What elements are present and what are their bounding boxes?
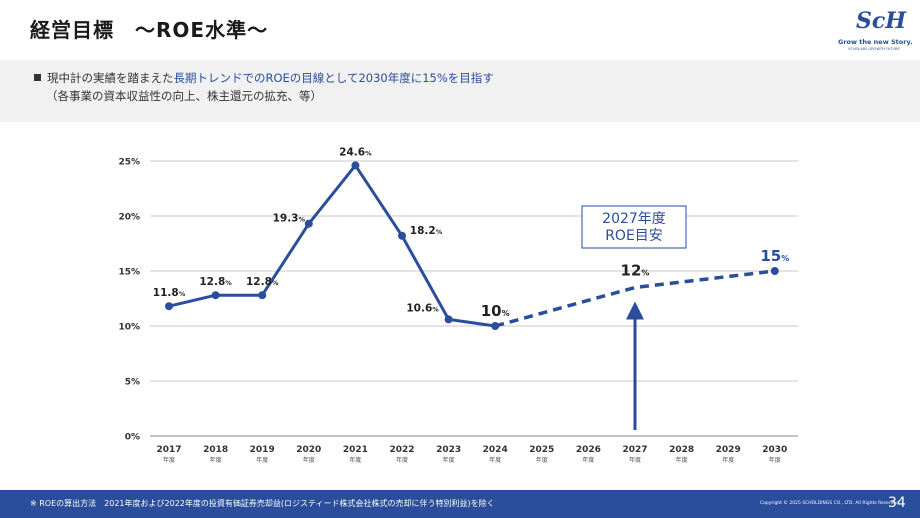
x-tick-sublabel: 年度 (349, 456, 361, 464)
logo-mark: ScH (856, 8, 907, 34)
logo-tagline: Grow the new Story. (838, 38, 913, 46)
x-tick-label: 2023 (436, 445, 461, 455)
y-tick-label: 0% (125, 433, 140, 443)
x-tick-sublabel: 年度 (489, 456, 501, 464)
x-tick-label: 2017 (156, 445, 181, 455)
x-tick-label: 2021 (343, 445, 368, 455)
forecast-line (494, 269, 776, 328)
x-tick-label: 2028 (669, 445, 694, 455)
x-tick-label: 2030 (762, 445, 787, 455)
annotation-arrow-head (626, 301, 644, 320)
summary-band (0, 60, 920, 122)
x-tick-sublabel: 年度 (396, 456, 408, 464)
x-tick-sublabel: 年度 (629, 456, 641, 464)
chart-gridlines (150, 160, 798, 437)
y-tick-label: 10% (118, 323, 140, 333)
x-tick-sublabel: 年度 (676, 456, 688, 464)
summary-bullet: 現中計の実績を踏まえた長期トレンドでのROEの目線として2030年度に15%を目… (34, 70, 494, 86)
x-tick-label: 2024 (483, 445, 508, 455)
slide-footer: ※ ROEの算出方法 2021年度および2022年度の投資有価証券売却益(ロジス… (0, 490, 920, 518)
footer-note: ※ ROEの算出方法 2021年度および2022年度の投資有価証券売却益(ロジス… (30, 499, 495, 508)
data-label: 12.8% (246, 276, 279, 288)
summary-subtext: （各事業の資本収益性の向上、株主還元の拡充、等） (46, 89, 322, 103)
data-point (258, 291, 267, 300)
x-tick-sublabel: 年度 (443, 456, 455, 464)
copyright-text: Copyright © 2025 SCHOLDINGS CO., LTD. Al… (760, 501, 901, 506)
data-point (211, 291, 220, 300)
data-point (304, 219, 313, 228)
data-label: 11.8% (153, 287, 186, 299)
data-labels: 11.8% 12.8% 12.8% 19.3% 24.6% 18.2% 10.6% 10% 12… (153, 146, 789, 320)
x-tick-sublabel: 年度 (256, 456, 268, 464)
data-label: 18.2% (410, 225, 443, 237)
data-point (351, 161, 360, 170)
x-tick-sublabel: 年度 (769, 456, 781, 464)
annotation-text: 2027年度 (602, 211, 666, 227)
data-point (491, 322, 500, 330)
bullet-square-icon (34, 74, 41, 81)
slide-header: 経営目標 ～ROE水準～ ScH Grow the new Story. SCH… (0, 0, 920, 60)
actual-line (168, 163, 496, 328)
page-number: 34 (888, 495, 906, 511)
x-axis-ticks: 2017年度2018年度2019年度2020年度2021年度2022年度2023… (156, 445, 787, 464)
data-label: 12% (621, 262, 650, 280)
annotation-arrow-shaft (633, 317, 637, 430)
data-label: 10.6% (406, 302, 439, 314)
x-tick-label: 2026 (576, 445, 601, 455)
bullet-highlight-text: 長期トレンドでのROEの目線として2030年度に15%を目指す (173, 71, 494, 85)
data-point (444, 315, 453, 324)
x-tick-label: 2018 (203, 445, 228, 455)
logo-subline: SCHOLARS GROWTH FUTURE (848, 47, 900, 51)
annotation-text: ROE目安 (605, 228, 663, 244)
x-tick-sublabel: 年度 (722, 456, 734, 464)
x-tick-sublabel: 年度 (582, 456, 594, 464)
company-logo: ScH Grow the new Story. SCHOLARS GROWTH … (838, 8, 913, 56)
x-tick-sublabel: 年度 (163, 456, 175, 464)
x-tick-label: 2029 (716, 445, 741, 455)
data-point (770, 267, 779, 275)
x-tick-label: 2019 (250, 445, 275, 455)
bullet-lead-text: 現中計の実績を踏まえた (47, 71, 174, 85)
data-label: 10% (481, 302, 510, 320)
y-tick-label: 15% (118, 268, 140, 278)
data-label: 12.8% (199, 276, 232, 288)
chart-series (165, 161, 779, 330)
annotation-box (581, 205, 687, 249)
data-label: 15% (760, 247, 789, 265)
y-tick-label: 5% (125, 378, 140, 388)
x-tick-sublabel: 年度 (210, 456, 222, 464)
x-tick-label: 2027 (622, 445, 647, 455)
page-title: 経営目標 ～ROE水準～ (30, 18, 269, 42)
y-axis-ticks: 0% 5% 10% 15% 20% 25% (118, 158, 140, 443)
x-tick-sublabel: 年度 (536, 456, 548, 464)
roe-line-chart: 0%5%10%15%20%25% 2017年度2018年度2019年度2020年… (118, 146, 798, 464)
data-label: 19.3% (273, 213, 306, 225)
data-point (398, 231, 406, 240)
data-point (165, 302, 173, 311)
y-tick-label: 25% (118, 158, 140, 168)
y-tick-label: 20% (118, 213, 140, 223)
x-tick-label: 2025 (529, 445, 554, 455)
x-tick-label: 2022 (389, 445, 414, 455)
x-tick-label: 2020 (296, 445, 321, 455)
data-label: 24.6% (339, 146, 372, 158)
x-tick-sublabel: 年度 (303, 456, 315, 464)
